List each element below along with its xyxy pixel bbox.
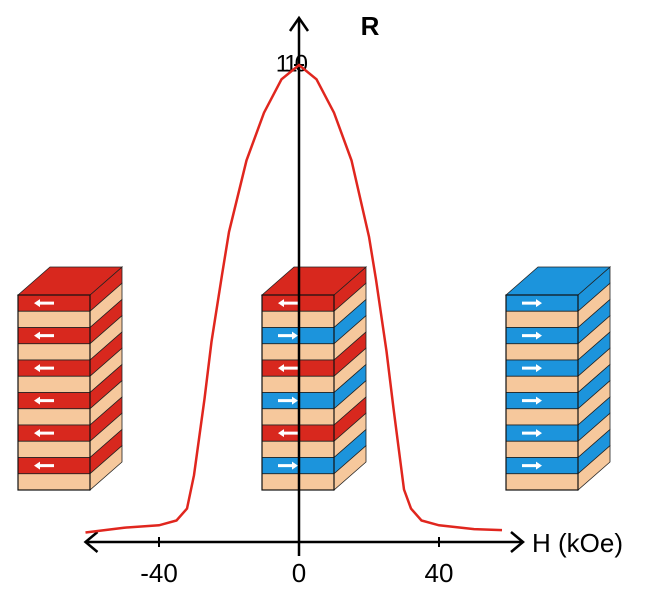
moment-arrow (522, 364, 542, 373)
layer-front (505, 408, 579, 426)
layer-front (505, 375, 579, 393)
moment-arrow (278, 429, 298, 438)
y-axis-arrow (288, 15, 310, 32)
y-axis-title: R (361, 11, 380, 41)
x-tick-label: -40 (140, 558, 178, 588)
x-axis-arrow (510, 531, 525, 553)
x-tick-label: 40 (425, 558, 454, 588)
moment-arrow (34, 331, 54, 340)
moment-arrow (278, 299, 298, 308)
moment-arrow (278, 396, 298, 405)
layer-front (17, 310, 91, 328)
layer-front (505, 473, 579, 491)
layer-front (505, 343, 579, 361)
x-axis-title: H (kOe) (532, 528, 623, 558)
layer-front (17, 473, 91, 491)
moment-arrow (278, 364, 298, 373)
x-tick-label: 0 (292, 558, 306, 588)
moment-arrow (34, 461, 54, 470)
layer-front (505, 310, 579, 328)
moment-arrow (34, 299, 54, 308)
moment-arrow (278, 461, 298, 470)
layer-front (17, 408, 91, 426)
y-tick-label: 110 (276, 50, 308, 77)
moment-arrow (278, 331, 298, 340)
moment-arrow (522, 299, 542, 308)
layer-front (505, 440, 579, 458)
layer-front (17, 440, 91, 458)
stack-illustrations (16, 266, 612, 491)
layer-front (17, 343, 91, 361)
r-curve (85, 63, 503, 534)
x-axis-arrow (83, 531, 99, 553)
moment-arrow (522, 461, 542, 470)
layer-front (17, 375, 91, 393)
moment-arrow (34, 364, 54, 373)
moment-arrow (522, 429, 542, 438)
stack-outline (17, 294, 91, 491)
moment-arrow (522, 331, 542, 340)
moment-arrow (34, 429, 54, 438)
stack-outline (505, 294, 579, 491)
moment-arrow (522, 396, 542, 405)
moment-arrow (34, 396, 54, 405)
